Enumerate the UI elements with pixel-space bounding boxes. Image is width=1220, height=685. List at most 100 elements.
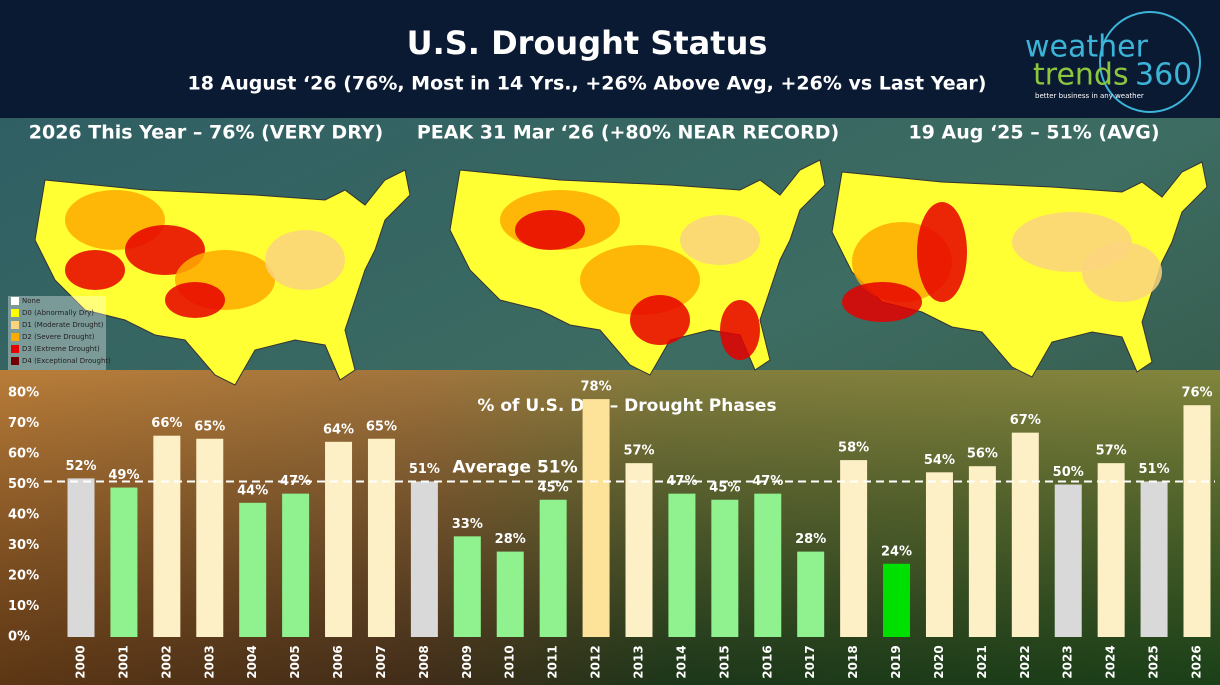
header-band <box>0 0 1220 118</box>
legend-swatch <box>11 357 19 365</box>
value-label: 78% <box>581 380 612 395</box>
bar <box>1183 405 1211 637</box>
value-label: 45% <box>538 480 569 495</box>
value-label: 65% <box>366 419 397 434</box>
value-label: 24% <box>881 544 912 559</box>
drought-area <box>165 282 225 318</box>
title: U.S. Drought Status <box>407 24 768 62</box>
bar <box>110 487 138 637</box>
legend-label: D2 (Severe Drought) <box>22 333 95 341</box>
value-label: 57% <box>623 444 654 459</box>
drought-area <box>65 250 125 290</box>
legend-swatch <box>11 321 19 329</box>
x-tick-label: 2007 <box>374 645 388 678</box>
value-label: 33% <box>452 517 483 532</box>
x-tick-label: 2020 <box>932 645 946 678</box>
logo: weather trends 360 better business in an… <box>1025 11 1201 113</box>
value-label: 44% <box>237 483 268 498</box>
us-map <box>831 161 1208 378</box>
bar <box>797 551 825 637</box>
x-tick-label: 2008 <box>417 645 431 678</box>
bar <box>711 499 739 637</box>
bar <box>925 472 953 637</box>
value-label: 28% <box>495 532 526 547</box>
bar <box>453 536 481 637</box>
value-label: 76% <box>1181 386 1212 401</box>
drought-area <box>515 210 585 250</box>
logo-word: 360 <box>1135 58 1192 93</box>
x-tick-label: 2023 <box>1061 645 1075 678</box>
legend-label: D3 (Extreme Drought) <box>22 345 100 353</box>
bar <box>1011 432 1039 637</box>
x-tick-label: 2006 <box>331 645 345 678</box>
bar <box>1097 463 1125 637</box>
x-tick-label: 2015 <box>717 645 731 678</box>
legend-swatch <box>11 345 19 353</box>
y-tick-label: 30% <box>8 538 39 553</box>
value-label: 65% <box>194 419 225 434</box>
drought-area <box>630 295 690 345</box>
legend-label: D4 (Exceptional Drought) <box>22 357 111 365</box>
bar <box>625 463 653 637</box>
x-tick-label: 2009 <box>460 645 474 678</box>
bar <box>496 551 524 637</box>
x-tick-label: 2019 <box>889 645 903 678</box>
x-tick-label: 2026 <box>1190 645 1204 678</box>
bar <box>668 493 696 637</box>
drought-area <box>842 282 922 322</box>
subtitle: 18 August ‘26 (76%, Most in 14 Yrs., +26… <box>188 73 987 95</box>
y-tick-label: 70% <box>8 416 39 431</box>
drought-area <box>680 215 760 265</box>
us-map <box>34 169 411 386</box>
bar <box>239 502 267 637</box>
bar <box>196 438 224 637</box>
value-label: 52% <box>65 459 96 474</box>
x-tick-label: 2021 <box>975 645 989 678</box>
bar <box>410 481 438 637</box>
legend-box <box>8 296 106 370</box>
bar <box>1054 484 1082 637</box>
x-tick-label: 2010 <box>503 645 517 678</box>
chart-title: % of U.S. Dry – Drought Phases <box>477 396 776 416</box>
map-caption: PEAK 31 Mar ‘26 (+80% NEAR RECORD) <box>417 122 839 144</box>
value-label: 54% <box>924 453 955 468</box>
drought-area <box>720 300 760 360</box>
drought-area <box>1082 242 1162 302</box>
logo-word: weather <box>1025 30 1149 65</box>
x-tick-label: 2013 <box>632 645 646 678</box>
us-map <box>449 159 826 376</box>
map-caption: 19 Aug ‘25 – 51% (AVG) <box>908 122 1159 144</box>
x-tick-label: 2017 <box>803 645 817 678</box>
bar <box>968 466 996 637</box>
bar <box>582 399 610 637</box>
bar <box>67 478 95 637</box>
value-label: 51% <box>409 462 440 477</box>
x-tick-label: 2005 <box>288 645 302 678</box>
y-tick-label: 20% <box>8 569 39 584</box>
y-tick-label: 40% <box>8 508 39 523</box>
bar <box>840 460 868 637</box>
x-tick-label: 2004 <box>245 645 259 678</box>
x-tick-label: 2018 <box>846 645 860 678</box>
value-label: 57% <box>1096 444 1127 459</box>
x-tick-label: 2002 <box>159 645 173 678</box>
y-tick-label: 80% <box>8 386 39 401</box>
y-tick-label: 60% <box>8 447 39 462</box>
bar <box>367 438 395 637</box>
value-label: 56% <box>967 447 998 462</box>
y-tick-label: 10% <box>8 599 39 614</box>
value-label: 50% <box>1053 465 1084 480</box>
average-label: Average 51% <box>452 457 577 477</box>
value-label: 47% <box>752 474 783 489</box>
x-tick-label: 2012 <box>589 645 603 678</box>
legend-label: None <box>22 297 40 305</box>
drought-area <box>265 230 345 290</box>
bar <box>325 441 353 637</box>
x-tick-label: 2014 <box>674 645 688 678</box>
logo-tagline: better business in any weather <box>1035 92 1144 100</box>
x-tick-label: 2016 <box>760 645 774 678</box>
logo-word: trends <box>1033 58 1129 93</box>
x-tick-label: 2000 <box>74 645 88 678</box>
logo-ring <box>1099 11 1201 113</box>
legend-label: D1 (Moderate Drought) <box>22 321 104 329</box>
